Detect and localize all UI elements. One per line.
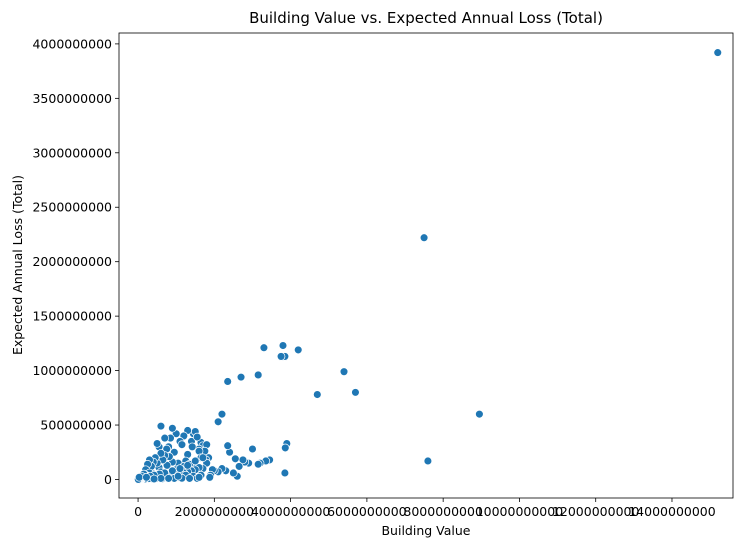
x-axis-title: Building Value bbox=[381, 523, 470, 538]
y-axis-title: Expected Annual Loss (Total) bbox=[10, 175, 25, 355]
data-point bbox=[253, 459, 263, 469]
data-point bbox=[339, 367, 349, 376]
data-point bbox=[194, 473, 204, 482]
x-axis-ticks: 0 200000000040000000006000000000800000000… bbox=[134, 498, 716, 519]
data-point bbox=[198, 453, 208, 462]
x-tick-label: 8000000000 bbox=[403, 504, 483, 519]
data-point bbox=[217, 409, 227, 419]
data-point bbox=[149, 474, 159, 484]
data-point bbox=[152, 439, 162, 448]
x-tick-label: 4000000000 bbox=[251, 504, 331, 519]
data-point bbox=[423, 456, 433, 466]
y-tick-label: 3000000000 bbox=[32, 145, 112, 160]
data-point bbox=[253, 370, 263, 380]
x-tick-label: 14000000000 bbox=[628, 504, 716, 519]
data-point bbox=[156, 449, 166, 458]
data-point bbox=[248, 444, 257, 454]
data-point bbox=[156, 421, 166, 431]
data-point bbox=[281, 443, 290, 453]
data-point bbox=[134, 473, 144, 482]
data-point bbox=[223, 377, 232, 386]
data-point bbox=[419, 233, 429, 242]
data-point bbox=[475, 409, 484, 419]
x-tick-label: 10000000000 bbox=[476, 504, 564, 519]
data-point bbox=[278, 341, 288, 350]
data-point bbox=[280, 468, 290, 478]
data-point bbox=[183, 461, 192, 470]
data-point bbox=[160, 433, 170, 443]
data-point bbox=[231, 454, 240, 464]
data-point bbox=[259, 343, 269, 352]
data-point bbox=[173, 471, 183, 481]
data-point bbox=[185, 474, 194, 483]
y-tick-label: 2000000000 bbox=[32, 254, 112, 269]
data-point bbox=[187, 442, 197, 452]
y-axis-ticks: 0 500000000 1000000000 1500000000 2000000000… bbox=[32, 36, 119, 487]
x-tick-label: 2000000000 bbox=[175, 504, 255, 519]
y-tick-label: 2500000000 bbox=[32, 200, 112, 215]
chart-title: Building Value vs. Expected Annual Loss … bbox=[249, 9, 603, 27]
data-point bbox=[142, 473, 151, 482]
data-point bbox=[168, 466, 177, 476]
y-tick-label: 1500000000 bbox=[32, 309, 112, 324]
data-point bbox=[223, 441, 232, 450]
data-point bbox=[229, 468, 238, 478]
data-point bbox=[293, 345, 303, 355]
data-point bbox=[234, 462, 244, 471]
y-tick-label: 1000000000 bbox=[32, 363, 112, 378]
y-tick-label: 0 bbox=[104, 472, 112, 487]
y-tick-label: 500000000 bbox=[40, 418, 112, 433]
data-point bbox=[713, 48, 722, 57]
data-point bbox=[205, 473, 215, 482]
data-point bbox=[276, 352, 286, 361]
scatter-points bbox=[134, 48, 722, 484]
data-point bbox=[191, 456, 200, 466]
data-point bbox=[313, 390, 322, 399]
data-point bbox=[164, 474, 173, 483]
data-point bbox=[351, 388, 360, 397]
y-tick-label: 4000000000 bbox=[32, 36, 112, 51]
data-point bbox=[236, 372, 246, 382]
axes-frame bbox=[118, 32, 734, 499]
data-point bbox=[192, 432, 202, 442]
x-tick-label: 12000000000 bbox=[552, 504, 640, 519]
data-point bbox=[213, 417, 223, 427]
y-tick-label: 3500000000 bbox=[32, 91, 112, 106]
data-point bbox=[168, 424, 177, 433]
x-tick-label: 6000000000 bbox=[327, 504, 407, 519]
data-point bbox=[175, 464, 185, 473]
data-point bbox=[177, 440, 187, 449]
x-tick-label: 0 bbox=[134, 504, 142, 519]
